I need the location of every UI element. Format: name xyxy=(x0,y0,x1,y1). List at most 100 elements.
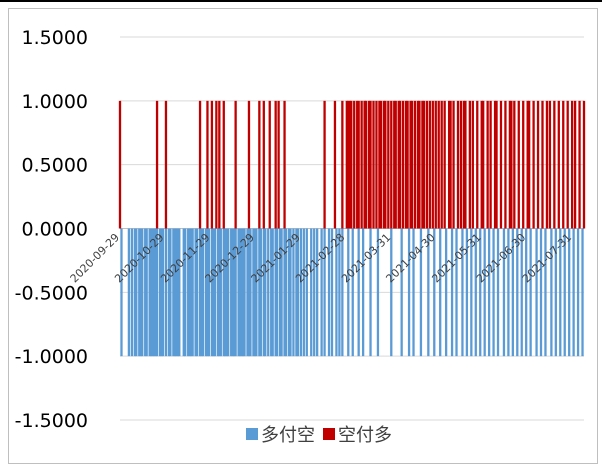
bar-duofukong xyxy=(259,228,262,357)
bar-kongfuduo xyxy=(508,100,512,229)
bar-kongfuduo xyxy=(283,100,286,229)
bar-duofukong xyxy=(152,228,156,357)
bar-kongfuduo xyxy=(440,100,443,229)
bar-kongfuduo xyxy=(504,100,507,229)
bar-duofukong xyxy=(502,228,506,357)
bar-kongfuduo xyxy=(341,100,344,229)
bar-duofukong xyxy=(161,228,165,357)
bar-duofukong xyxy=(376,228,380,357)
bar-duofukong xyxy=(444,228,448,357)
bar-kongfuduo xyxy=(418,100,421,229)
bar-kongfuduo xyxy=(409,100,412,229)
y-tick-label: 0.0000 xyxy=(22,219,88,241)
bar-duofukong xyxy=(479,228,482,357)
bar-duofukong xyxy=(284,228,288,357)
bar-kongfuduo xyxy=(363,100,366,229)
bar-duofukong xyxy=(247,228,251,357)
bar-duofukong xyxy=(194,228,197,357)
bar-kongfuduo xyxy=(234,100,237,229)
bar-kongfuduo xyxy=(462,100,466,229)
bar-kongfuduo xyxy=(425,100,429,229)
bar-duofukong xyxy=(483,228,486,357)
y-tick-label: 1.5000 xyxy=(22,27,88,49)
bar-duofukong xyxy=(224,228,227,357)
bar-duofukong xyxy=(195,228,199,357)
bar-kongfuduo xyxy=(476,100,479,229)
bar-duofukong xyxy=(316,228,319,357)
bar-kongfuduo xyxy=(421,100,424,229)
bar-kongfuduo xyxy=(526,100,529,229)
bar-duofukong xyxy=(212,228,215,357)
bar-duofukong xyxy=(302,228,305,357)
bar-duofukong xyxy=(412,228,415,357)
bar-kongfuduo xyxy=(513,100,516,229)
bar-duofukong xyxy=(330,228,334,357)
bar-duofukong xyxy=(253,228,257,357)
bar-duofukong xyxy=(216,228,219,357)
bar-duofukong xyxy=(130,228,134,357)
bar-kongfuduo xyxy=(164,100,168,229)
bar-duofukong xyxy=(305,228,308,357)
bar-kongfuduo xyxy=(468,100,471,229)
bar-kongfuduo xyxy=(434,100,437,229)
bar-kongfuduo xyxy=(375,100,378,229)
bar-duofukong xyxy=(231,228,234,357)
bar-duofukong xyxy=(296,228,300,357)
bar-kongfuduo xyxy=(247,100,251,229)
bar-duofukong xyxy=(470,228,473,357)
bar-duofukong xyxy=(323,228,326,357)
y-tick-label: -1.5000 xyxy=(15,410,88,432)
bar-duofukong xyxy=(559,228,562,357)
bar-duofukong xyxy=(264,228,267,357)
legend: 多付空 空付多 xyxy=(246,425,392,446)
bar-kongfuduo xyxy=(541,100,544,229)
bar-duofukong xyxy=(135,228,138,357)
bar-duofukong xyxy=(407,228,411,357)
bar-duofukong xyxy=(550,228,553,357)
bar-duofukong xyxy=(240,228,243,357)
bar-duofukong xyxy=(227,228,230,357)
bar-duofukong xyxy=(191,228,194,357)
bar-duofukong xyxy=(338,228,341,357)
bar-duofukong xyxy=(169,228,172,357)
bar-duofukong xyxy=(139,228,142,357)
bar-duofukong xyxy=(313,228,316,357)
bar-duofukong xyxy=(361,228,365,357)
bar-kongfuduo xyxy=(517,100,520,229)
bar-kongfuduo xyxy=(545,100,549,229)
bar-kongfuduo xyxy=(566,100,569,229)
bar-duofukong xyxy=(190,228,193,357)
bar-duofukong xyxy=(539,228,543,357)
bar-kongfuduo xyxy=(393,100,396,229)
bar-kongfuduo xyxy=(459,100,463,229)
bar-duofukong xyxy=(474,228,477,357)
bar-duofukong xyxy=(188,228,191,357)
bar-duofukong xyxy=(141,228,144,357)
bar-kongfuduo xyxy=(510,100,513,229)
bar-duofukong xyxy=(295,228,298,357)
bar-kongfuduo xyxy=(206,100,209,229)
series-kongfuduo-bars xyxy=(118,100,586,229)
bar-kongfuduo xyxy=(360,100,363,229)
bar-kongfuduo xyxy=(447,100,451,229)
bar-duofukong xyxy=(233,228,236,357)
bar-kongfuduo xyxy=(155,100,159,229)
bar-duofukong xyxy=(283,228,286,357)
bar-kongfuduo xyxy=(452,100,455,229)
bar-kongfuduo xyxy=(410,100,414,229)
bar-duofukong xyxy=(184,228,187,357)
bar-kongfuduo xyxy=(369,100,372,229)
bar-kongfuduo xyxy=(413,100,417,229)
bar-kongfuduo xyxy=(394,100,397,229)
bar-duofukong xyxy=(213,228,217,357)
bar-duofukong xyxy=(450,228,454,357)
bar-duofukong xyxy=(289,228,292,357)
bar-duofukong xyxy=(335,228,338,357)
bar-duofukong xyxy=(275,228,279,357)
bar-kongfuduo xyxy=(350,100,353,229)
bar-duofukong xyxy=(222,228,225,357)
bar-duofukong xyxy=(210,228,214,357)
bar-kongfuduo xyxy=(399,100,402,229)
bar-duofukong xyxy=(292,228,295,357)
